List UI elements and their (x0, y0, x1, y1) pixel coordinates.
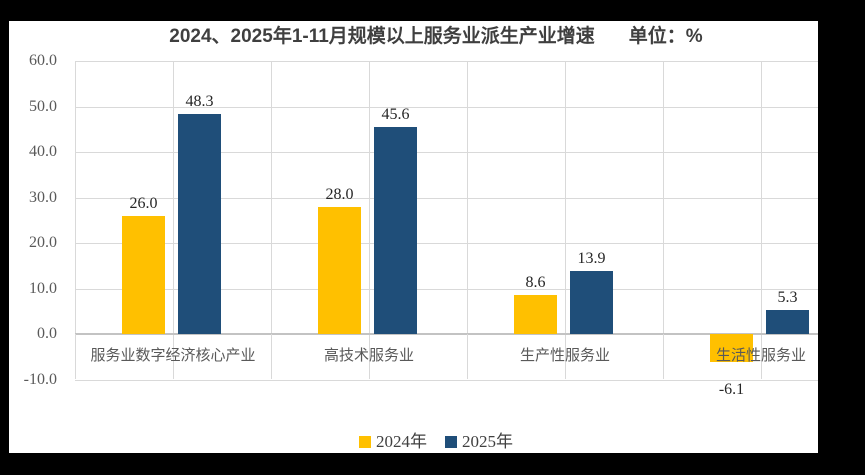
bar-2024年 (514, 294, 557, 334)
gridline-vertical (663, 61, 664, 379)
legend-label: 2025年 (462, 432, 513, 451)
bar-2025年 (374, 126, 417, 334)
bar-2024年 (710, 334, 753, 362)
gridline-horizontal (75, 288, 859, 290)
black-mask-right (818, 0, 865, 475)
data-label: 45.6 (381, 105, 410, 123)
gridline-vertical (565, 61, 566, 379)
y-axis-tick-label: 30.0 (29, 188, 57, 206)
data-label: 5.3 (777, 288, 798, 306)
gridline-vertical (271, 61, 272, 379)
category-label: 高技术服务业 (323, 347, 414, 364)
bar-chart: 2024、2025年1-11月规模以上服务业派生产业增速 单位：% 2024年 20… (9, 21, 863, 453)
y-axis-tick-label: 50.0 (29, 97, 57, 115)
chart-unit-label: 单位：% (628, 26, 703, 47)
legend-item-2024年: 2024年 (359, 433, 427, 451)
gridline-horizontal (75, 61, 859, 62)
data-label: 26.0 (129, 194, 158, 212)
bar-2025年 (766, 309, 809, 334)
gridline-horizontal (75, 243, 859, 244)
bar-2024年 (318, 206, 361, 334)
gridline-vertical (369, 61, 370, 379)
category-tick (467, 334, 468, 373)
y-axis-tick-label: 20.0 (29, 234, 57, 251)
legend-swatch-2025年 (445, 436, 457, 448)
data-label: 8.6 (525, 273, 546, 291)
gridline-vertical (75, 61, 76, 379)
data-label: 13.9 (577, 249, 606, 267)
chart-title-main: 2024、2025年1-11月规模以上服务业派生产业增速 (169, 26, 595, 47)
y-axis-tick-label: 40.0 (29, 143, 57, 160)
bar-2025年 (178, 114, 221, 334)
gridline-horizontal (75, 379, 859, 381)
category-label: 服务业数字经济核心产业 (90, 347, 256, 364)
category-tick (663, 334, 664, 373)
gridline-horizontal (75, 152, 859, 153)
data-label: 48.3 (185, 93, 214, 111)
y-axis-tick-label: -10.0 (23, 370, 57, 388)
legend-item-2025年: 2025年 (445, 433, 513, 451)
gridline-vertical (761, 61, 762, 379)
y-axis-tick-label: 0.0 (37, 325, 57, 342)
data-label: -6.1 (718, 381, 745, 398)
legend-swatch-2024年 (359, 436, 371, 448)
bar-2025年 (570, 270, 613, 334)
y-axis-tick-label: 60.0 (29, 52, 57, 69)
chart-title: 2024、2025年1-11月规模以上服务业派生产业增速 单位：% (9, 23, 863, 51)
category-label: 生活性服务业 (715, 347, 806, 364)
bar-2024年 (122, 215, 165, 334)
category-tick (75, 334, 76, 373)
legend: 2024年 2025年 (9, 431, 863, 453)
legend-label: 2024年 (376, 432, 427, 451)
category-label: 生产性服务业 (519, 347, 610, 364)
gridline-horizontal (75, 106, 859, 108)
gridline-vertical (467, 61, 468, 379)
category-tick (271, 334, 272, 373)
data-label: 28.0 (325, 185, 354, 203)
gridline-vertical (173, 61, 174, 379)
y-axis-tick-label: 10.0 (29, 279, 57, 297)
gridline-horizontal (75, 197, 859, 199)
